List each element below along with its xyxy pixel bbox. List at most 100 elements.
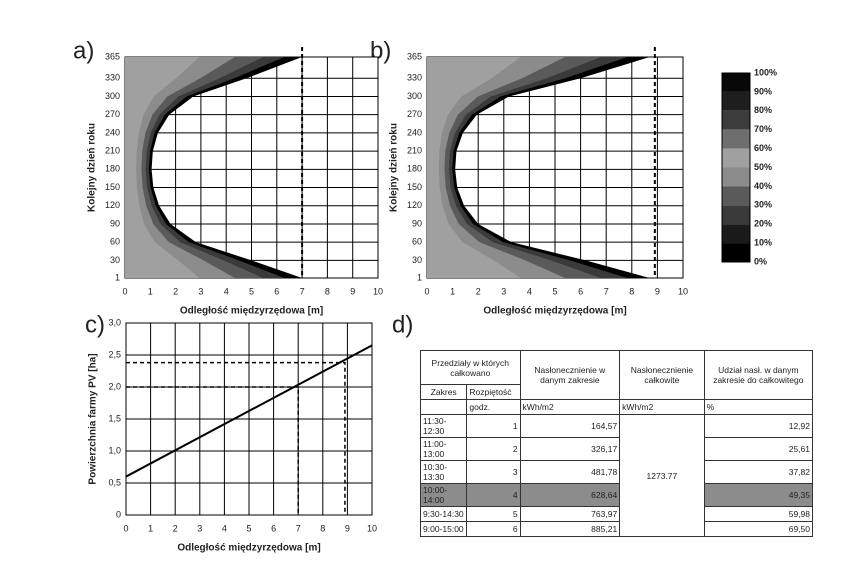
table-cell: 9:00-15:00 [419,521,468,537]
table-row: 10:00-14:00 4 628,64 49,35 [419,483,814,507]
y-tick-label: 270 [407,109,422,119]
contour-band [125,57,264,278]
x-tick-label: 8 [629,286,634,296]
colorbar-segment [722,167,750,187]
y-tick-label: 1,0 [108,445,121,455]
x-tick-label: 6 [578,286,583,296]
colorbar-segment [722,110,750,130]
reference-marker [126,361,346,515]
y-tick-label: 300 [105,91,120,101]
y-tick-label: 1,5 [108,413,121,423]
x-tick-label: 0 [424,286,429,296]
y-tick-label: 1 [417,272,422,282]
colorbar-label: 30% [754,200,772,210]
colorbar-segment [722,186,750,206]
x-tick-label: 7 [300,286,305,296]
y-tick-label: 210 [105,145,120,155]
y-tick-label: 1 [115,272,120,282]
colorbar-segment [722,73,750,92]
x-tick-label: 0 [122,286,127,296]
panel-label: a) [73,37,94,64]
table-cell: kWh/m2 [519,399,621,415]
colorbar-label: 0% [754,256,767,266]
x-axis-label: Odległość międzyrzędowa [m] [180,306,323,317]
colorbar-segment [722,205,750,225]
y-axis-label: Powierzchnia farmy PV [ha] [88,353,99,484]
y-tick-label: 300 [407,91,422,101]
x-tick-label: 5 [249,286,254,296]
y-tick-label: 120 [407,200,422,210]
data-line [125,344,373,478]
colorbar-segment [722,243,750,262]
table-cell: 628,64 [519,483,621,507]
table-cell: 4 [466,483,521,507]
table-cell: 12,92 [703,414,814,438]
y-tick-label: 60 [412,237,422,247]
y-tick-label: 2,0 [108,381,121,391]
table-cell: godz. [466,399,521,415]
table-cell: 11:00-13:00 [419,437,468,461]
x-tick-label: 1 [148,523,153,533]
table-row: 11:00-13:00 2 326,17 25,61 [419,437,814,461]
x-tick-label: 3 [501,286,506,296]
x-tick-label: 2 [476,286,481,296]
contour-band [427,57,521,278]
x-tick-label: 6 [271,523,276,533]
y-tick-label: 60 [110,237,120,247]
table-cell: 1 [466,414,521,438]
x-tick-label: 10 [678,286,688,296]
colorbar-label: 80% [754,105,772,115]
y-tick-label: 30 [412,255,422,265]
y-tick-label: 240 [105,127,120,137]
contour-boundary [125,57,303,278]
x-tick-label: 9 [350,286,355,296]
y-tick-label: 0,5 [108,477,121,487]
x-tick-label: 8 [320,523,325,533]
y-tick-label: 210 [407,145,422,155]
x-tick-label: 2 [173,286,178,296]
x-tick-label: 1 [450,286,455,296]
y-axis-label: Kolejny dzień roku [389,123,400,212]
table-cell: 10:30-13:30 [419,460,468,484]
x-tick-label: 3 [197,523,202,533]
colorbar-segment [722,129,750,149]
x-tick-label: 5 [246,523,251,533]
colorbar-label: 60% [754,143,772,153]
x-tick-label: 0 [123,523,128,533]
x-tick-label: 4 [222,523,227,533]
header-cell: Rozpiętość [466,384,521,400]
table-cell: kWh/m2 [619,399,705,415]
table-cell: 1273.77 [619,414,705,537]
y-tick-label: 180 [407,164,422,174]
table-cell: 59,98 [703,506,814,522]
table-cell: 9:30-14:30 [419,506,468,522]
y-tick-label: 330 [407,73,422,83]
table-cell: 763,97 [519,506,621,522]
x-tick-label: 9 [655,286,660,296]
colorbar-segment [722,224,750,244]
y-tick-label: 180 [105,164,120,174]
unit-cell [419,399,468,415]
table-row: 9:30-14:30 5 763,97 59,98 [419,506,814,522]
x-tick-label: 10 [367,523,377,533]
table-cell: 481,78 [519,460,621,484]
colorbar-segment [722,91,750,111]
y-tick-label: 2,5 [108,349,121,359]
colorbar-label: 100% [754,67,777,77]
x-tick-label: 5 [552,286,557,296]
y-tick-label: 270 [105,109,120,119]
x-tick-label: 4 [224,286,229,296]
y-tick-label: 365 [407,51,422,61]
y-tick-label: 90 [412,218,422,228]
table-cell: 326,17 [519,437,621,461]
colorbar-label: 40% [754,181,772,191]
table-row: 10:30-13:30 3 481,78 37,82 [419,460,814,484]
x-tick-label: 4 [527,286,532,296]
table-cell: 164,57 [519,414,621,438]
x-tick-label: 7 [296,523,301,533]
table-cell: 49,35 [703,483,814,507]
y-axis-label: Kolejny dzień roku [87,123,98,212]
y-tick-label: 90 [110,218,120,228]
colorbar-label: 10% [754,237,772,247]
